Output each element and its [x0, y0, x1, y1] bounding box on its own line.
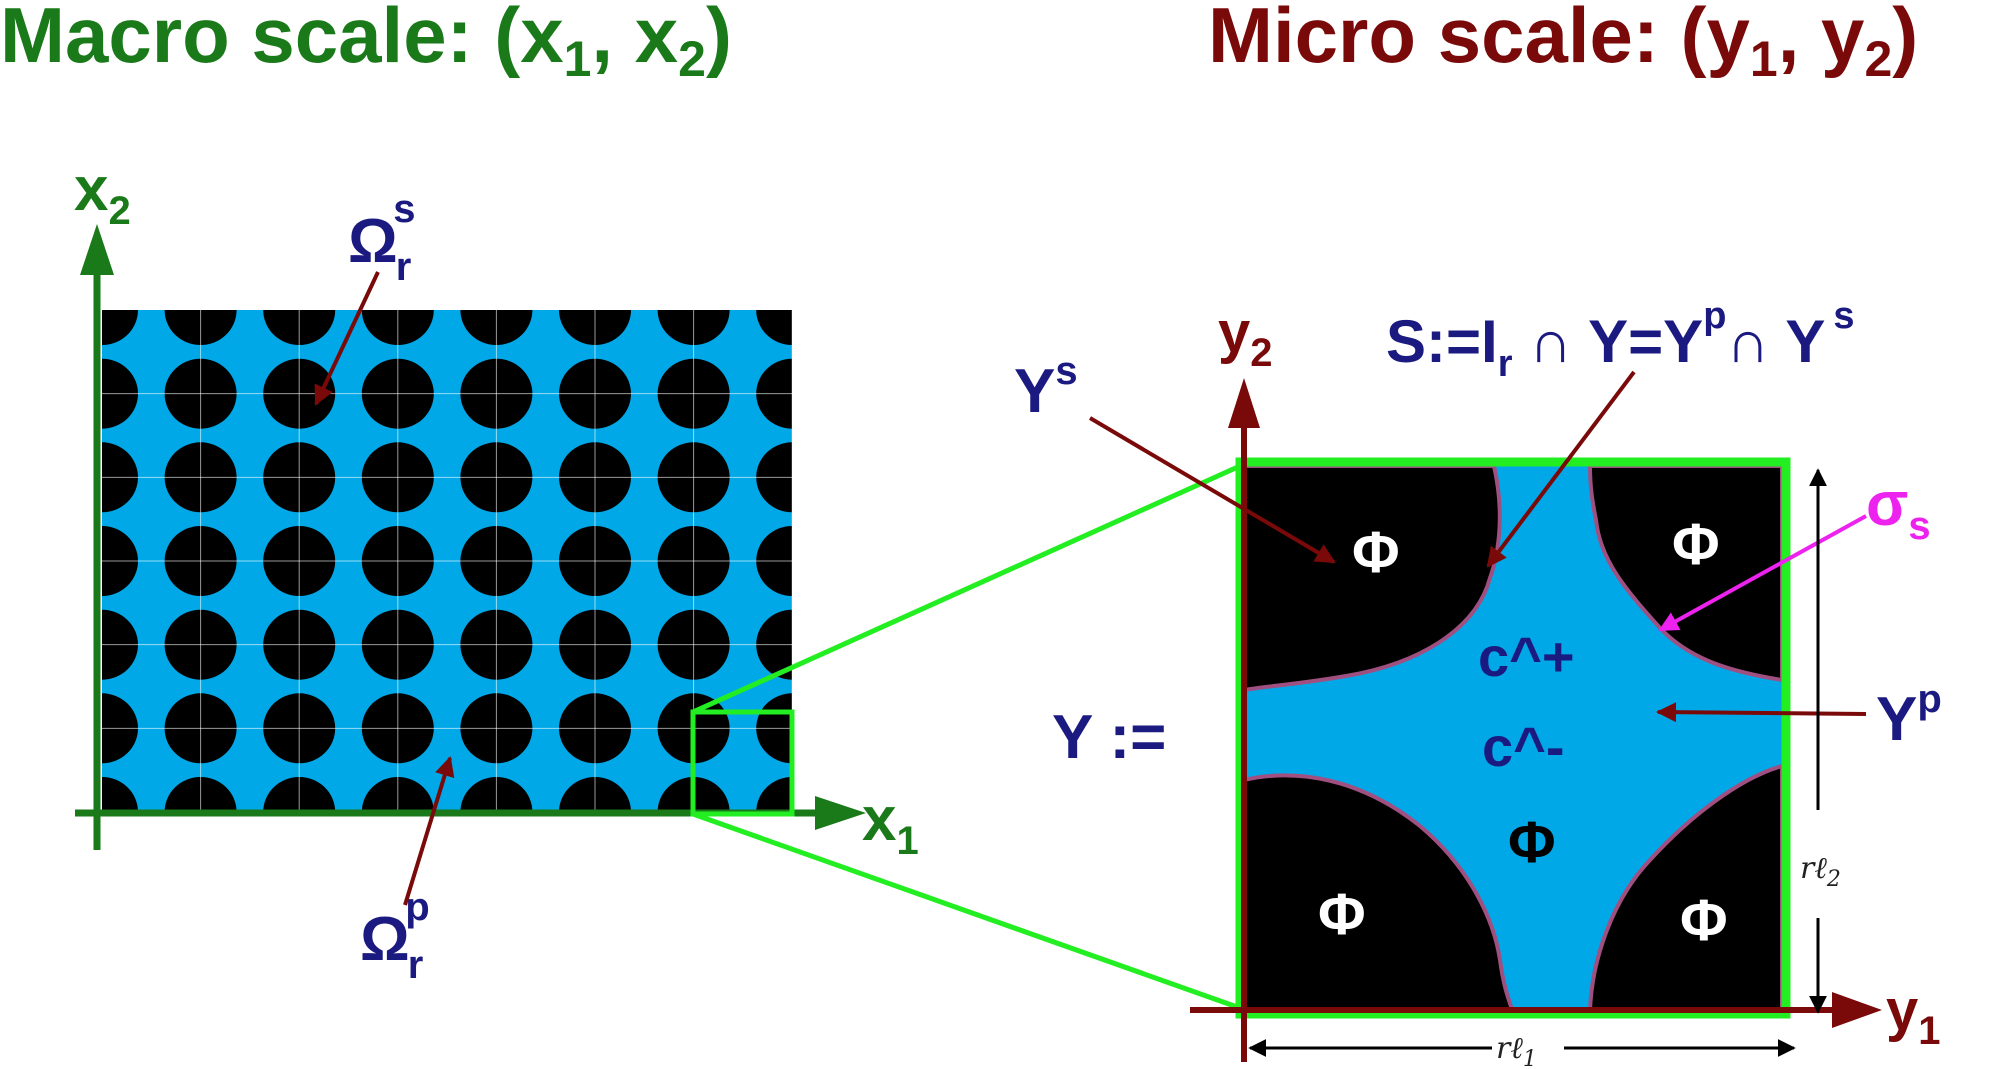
y2-axis-label: y2: [1218, 300, 1273, 375]
macro-scale-heading: Macro scale: (x1, x2): [0, 0, 732, 87]
phi-label-center: Φ: [1508, 810, 1556, 875]
omega-pore-label: Ωrp: [360, 885, 430, 987]
solid-grain: [855, 442, 927, 512]
solid-grain: [855, 359, 927, 429]
Y-definition-label: Y :=: [1052, 703, 1166, 772]
omega-solid-label: Ωrs: [348, 187, 416, 289]
sigma-s-label: σs: [1866, 470, 1931, 548]
solid-grain: [855, 526, 927, 596]
y1-axis-label: y1: [1886, 978, 1941, 1053]
solid-grain: [756, 275, 828, 345]
phi-label-bottom-left: Φ: [1318, 882, 1366, 947]
phi-label-top-right: Φ: [1672, 512, 1720, 577]
r-l2-label: rℓ2: [1800, 851, 1841, 892]
micro-scale-heading: Micro scale: (y1, y2): [1208, 0, 1918, 87]
x1-axis-arrowhead: [815, 796, 866, 830]
Yp-arrow: [1658, 712, 1866, 714]
y1-axis-arrowhead: [1832, 992, 1882, 1028]
phi-label-top-left: Φ: [1352, 520, 1400, 585]
macro-domain: [66, 275, 927, 847]
Ys-label: Ys: [1014, 349, 1078, 426]
Yp-label: Yp: [1876, 677, 1942, 754]
y2-axis-arrowhead: [1228, 378, 1260, 428]
x2-axis-label: x2: [74, 155, 131, 233]
x1-axis-label: x1: [862, 785, 919, 863]
solid-grain: [66, 275, 138, 345]
zoom-line-bottom: [693, 814, 1240, 1008]
c-minus-label: c^-: [1482, 715, 1565, 778]
solid-grain: [855, 693, 927, 763]
solid-grain: [855, 275, 927, 345]
phi-label-bottom-right: Φ: [1680, 888, 1728, 953]
solid-grain: [855, 610, 927, 680]
c-plus-label: c^+: [1478, 625, 1575, 688]
solid-grain-array: [66, 275, 927, 847]
